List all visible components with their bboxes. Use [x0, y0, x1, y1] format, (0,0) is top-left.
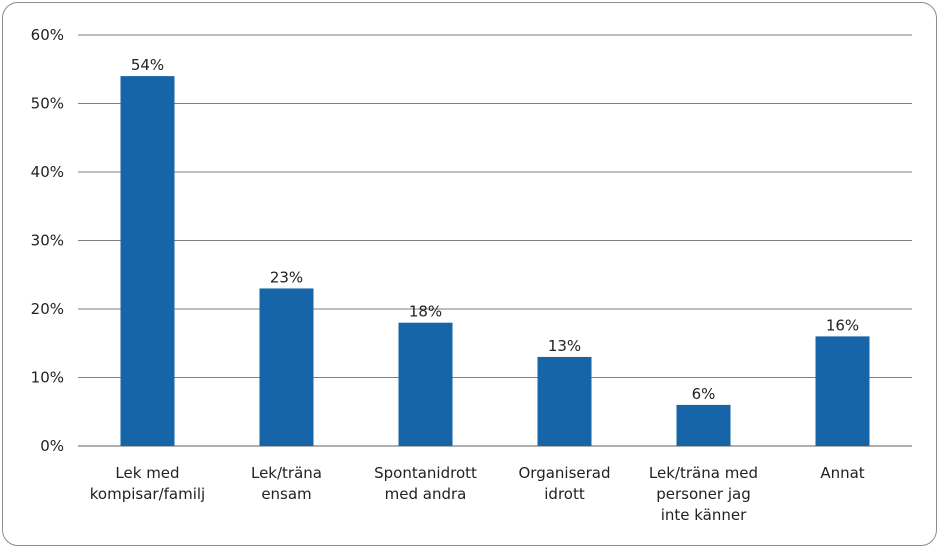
y-tick-label: 10% [31, 369, 64, 387]
x-axis: Lek med kompisar/familj Lek/träna ensam Spon… [90, 464, 865, 524]
data-labels: 54% 23% 18% 13% 6% 16% [131, 56, 859, 403]
bars [120, 76, 870, 446]
bar-0 [120, 76, 175, 446]
bar-1 [259, 288, 314, 446]
category-label-line: Lek/träna [251, 464, 322, 482]
category-label-line: med andra [385, 485, 467, 503]
category-label-0: Lek med kompisar/familj [90, 464, 205, 503]
y-tick-label: 0% [40, 437, 64, 455]
y-axis: 0% 10% 20% 30% 40% 50% 60% [31, 26, 64, 455]
data-label-2: 18% [409, 303, 442, 321]
bar-4 [676, 404, 731, 446]
bar-5 [815, 336, 870, 446]
bar-3 [537, 356, 592, 446]
category-label-line: idrott [544, 485, 585, 503]
y-tick-label: 40% [31, 163, 64, 181]
category-label-4: Lek/träna med personer jag inte känner [649, 464, 758, 524]
gridlines [78, 34, 912, 447]
category-label-3: Organiserad idrott [518, 464, 610, 503]
y-tick-label: 20% [31, 300, 64, 318]
category-label-line: Lek med [115, 464, 179, 482]
bar-2 [398, 322, 453, 446]
data-label-0: 54% [131, 56, 164, 74]
y-tick-label: 50% [31, 95, 64, 113]
data-label-1: 23% [270, 268, 303, 286]
y-tick-label: 60% [31, 26, 64, 44]
category-label-line: Annat [820, 464, 864, 482]
data-label-5: 16% [826, 316, 859, 334]
category-label-5: Annat [820, 464, 864, 482]
category-label-line: ensam [261, 485, 311, 503]
y-tick-label: 30% [31, 232, 64, 250]
data-label-4: 6% [692, 385, 716, 403]
category-label-line: inte känner [661, 506, 747, 524]
category-label-line: Organiserad [518, 464, 610, 482]
category-label-line: Lek/träna med [649, 464, 758, 482]
category-label-line: personer jag [656, 485, 750, 503]
category-label-1: Lek/träna ensam [251, 464, 322, 503]
data-label-3: 13% [548, 337, 581, 355]
category-label-2: Spontanidrott med andra [374, 464, 477, 503]
category-label-line: Spontanidrott [374, 464, 477, 482]
category-label-line: kompisar/familj [90, 485, 205, 503]
